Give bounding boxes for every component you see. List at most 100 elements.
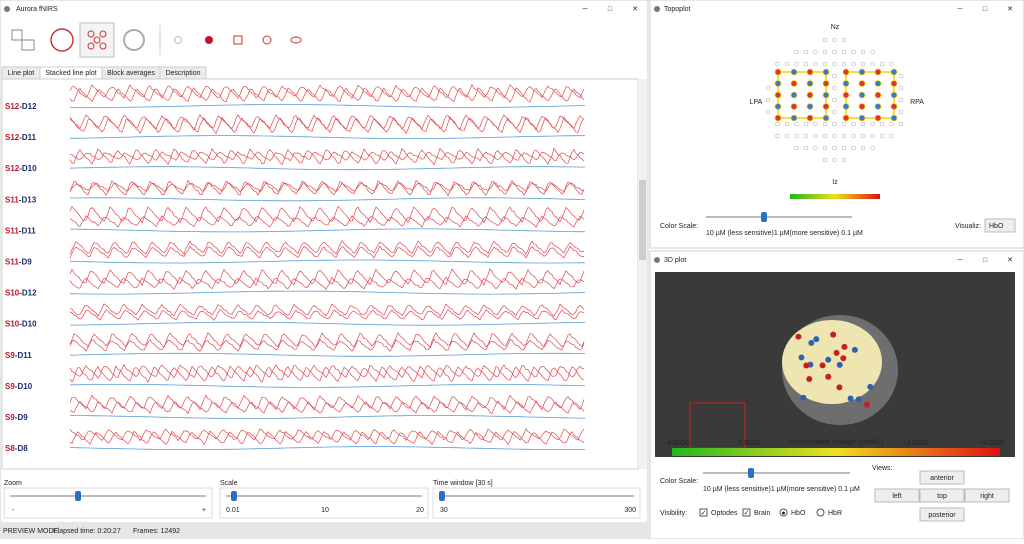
layout-icon-b[interactable] (21, 39, 35, 51)
color-scale-label: Color Scale: (660, 478, 698, 485)
record-button[interactable] (205, 36, 213, 44)
optode (836, 361, 843, 368)
window-button[interactable]: ✕ (632, 6, 638, 13)
optode (858, 103, 866, 110)
channel-source: S9 (5, 413, 15, 422)
radio[interactable] (816, 508, 825, 517)
optode (790, 80, 798, 87)
scrollbar-thumb[interactable] (639, 180, 646, 260)
view-button-label[interactable]: left (892, 493, 901, 500)
window-button[interactable]: ─ (957, 6, 963, 13)
visibility-option[interactable]: HbO (791, 510, 806, 517)
visibility-option[interactable]: Brain (754, 510, 770, 517)
gauge-icon[interactable] (50, 28, 74, 52)
slider-handle[interactable] (75, 491, 81, 501)
network-icon[interactable] (87, 30, 95, 38)
hbo-trace (69, 147, 585, 166)
view-button-label[interactable]: posterior (928, 512, 956, 519)
channel-label: S11-D11 (5, 227, 36, 236)
stop-button[interactable] (233, 35, 243, 45)
slider-handle[interactable] (761, 212, 767, 222)
optode (774, 80, 782, 87)
window-button[interactable]: ─ (957, 257, 963, 264)
selected-tool[interactable] (79, 22, 115, 58)
connect-button[interactable] (174, 36, 182, 44)
hbr-trace (70, 228, 586, 233)
checkbox[interactable] (699, 508, 708, 517)
hbo-trace (69, 245, 585, 259)
network-icon[interactable] (99, 30, 107, 38)
slider-handle[interactable] (231, 491, 237, 501)
electrode (879, 121, 885, 127)
refresh-button[interactable] (262, 35, 272, 45)
electrode (898, 121, 904, 127)
electrode (851, 145, 856, 151)
optode (803, 362, 810, 369)
window-button[interactable]: □ (983, 6, 988, 13)
view-button-label[interactable]: anterior (930, 475, 954, 482)
window-button[interactable]: ─ (582, 6, 588, 13)
window-button[interactable]: ✕ (1007, 257, 1013, 264)
channel-source: S11 (5, 195, 19, 204)
color-scale-text: 10 µM (less sensitive)1 µM(more sensitiv… (703, 486, 860, 493)
hbo-trace (69, 83, 585, 100)
electrode (851, 61, 856, 67)
tab-label[interactable]: Description (165, 70, 200, 77)
electrode (794, 121, 799, 127)
hbo-trace (69, 363, 585, 379)
app-icon (4, 6, 10, 12)
view-button[interactable] (919, 488, 965, 503)
layout-icon[interactable] (11, 29, 23, 41)
view-button[interactable] (919, 507, 965, 522)
settings-icon[interactable] (123, 29, 145, 51)
network-icon[interactable] (87, 42, 95, 50)
eye-button[interactable] (290, 36, 302, 44)
view-button[interactable] (874, 488, 920, 503)
optode (858, 91, 866, 99)
check-mark: ✓ (701, 510, 707, 517)
slider-handle[interactable] (748, 468, 754, 478)
checkbox[interactable] (742, 508, 751, 517)
visibility-option[interactable]: HbR (828, 510, 842, 517)
hbo-trace (69, 303, 585, 318)
status-elapsed: Elapsed time: 0:20:27 (53, 528, 121, 535)
radio[interactable] (779, 508, 788, 517)
window-button[interactable]: ✕ (1007, 6, 1013, 13)
electrode (898, 97, 904, 103)
optode (822, 91, 830, 99)
view-button[interactable] (964, 488, 1010, 503)
hbr-trace (70, 290, 586, 295)
channel-detector: -D12 (19, 102, 37, 111)
tab-label[interactable]: Line plot (8, 70, 35, 77)
optode (858, 114, 866, 122)
visualize-value[interactable]: HbO (989, 223, 1004, 230)
visibility-option[interactable]: Optodes (711, 510, 738, 517)
channel-source: S10 (5, 289, 20, 298)
network-icon[interactable] (99, 42, 107, 50)
view-button[interactable] (919, 470, 965, 485)
optode (858, 80, 866, 87)
tab-label[interactable]: Block averages (107, 70, 155, 77)
status-bar (0, 522, 648, 539)
network-icon[interactable] (93, 36, 101, 44)
electrode (813, 61, 818, 67)
slider-handle[interactable] (439, 491, 445, 501)
window-button[interactable]: □ (608, 6, 613, 13)
electrode (803, 145, 809, 151)
optode (774, 91, 782, 99)
scrollbar[interactable] (638, 79, 647, 469)
electrode (775, 121, 780, 127)
tab-label[interactable]: Stacked line plot (45, 70, 96, 77)
electrode (832, 133, 837, 139)
electrode (784, 61, 790, 67)
optode (833, 349, 840, 356)
visualize-combo[interactable] (984, 218, 1016, 233)
view-button-label[interactable]: right (980, 493, 994, 500)
hbo-trace (69, 116, 585, 135)
electrode (879, 133, 885, 139)
channel-label: S11-D13 (5, 195, 37, 204)
optode (790, 114, 798, 122)
view-button-label[interactable]: top (937, 493, 947, 500)
window-button[interactable]: □ (983, 257, 988, 264)
topoplot-title: Topoplot (664, 6, 691, 13)
